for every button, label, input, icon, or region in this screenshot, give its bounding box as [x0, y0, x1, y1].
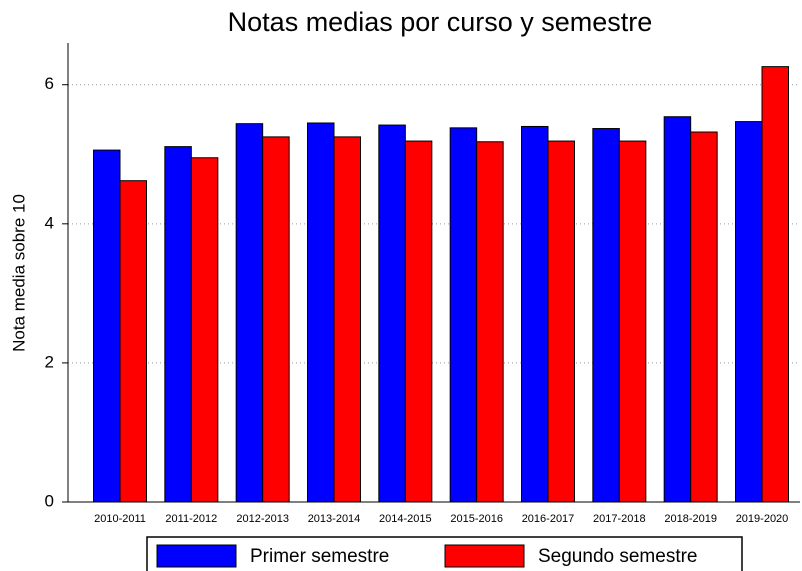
x-tick-label: 2019-2020	[736, 513, 789, 525]
bar	[307, 122, 335, 503]
bar	[521, 125, 549, 503]
bar	[592, 128, 620, 503]
legend-swatch	[444, 544, 525, 568]
bar	[235, 123, 264, 503]
bar	[663, 116, 692, 503]
legend-label: Segundo semestre	[538, 546, 698, 567]
bar	[119, 180, 147, 503]
y-tick-label: 4	[45, 213, 54, 232]
bar	[547, 140, 575, 503]
y-axis-label: Nota media sobre 10	[9, 194, 28, 352]
bar	[333, 136, 361, 503]
bar	[449, 127, 478, 503]
legend-label: Primer semestre	[250, 546, 389, 567]
bar	[690, 131, 718, 503]
x-tick-label: 2015-2016	[450, 513, 503, 525]
x-tick-label: 2013-2014	[308, 513, 361, 525]
bar	[618, 140, 647, 503]
bar	[164, 146, 192, 503]
bar	[378, 124, 406, 503]
bar	[476, 141, 504, 503]
bar	[93, 149, 121, 503]
x-tick-label: 2016-2017	[522, 513, 575, 525]
bar	[761, 66, 789, 503]
x-tick-label: 2010-2011	[94, 513, 146, 525]
bar	[404, 140, 433, 503]
bar	[262, 136, 290, 503]
x-tick-label: 2012-2013	[236, 513, 289, 525]
y-tick-label: 0	[45, 491, 54, 510]
legend-swatch	[156, 544, 237, 568]
bar	[735, 121, 763, 503]
x-tick-label: 2014-2015	[379, 513, 432, 525]
y-tick-label: 2	[45, 352, 54, 371]
y-tick-label: 6	[45, 74, 54, 93]
bar	[190, 157, 219, 503]
x-tick-label: 2018-2019	[664, 513, 717, 525]
chart-title: Notas medias por curso y semestre	[228, 7, 653, 37]
x-tick-label: 2011-2012	[165, 513, 217, 525]
x-tick-label: 2017-2018	[593, 513, 646, 525]
